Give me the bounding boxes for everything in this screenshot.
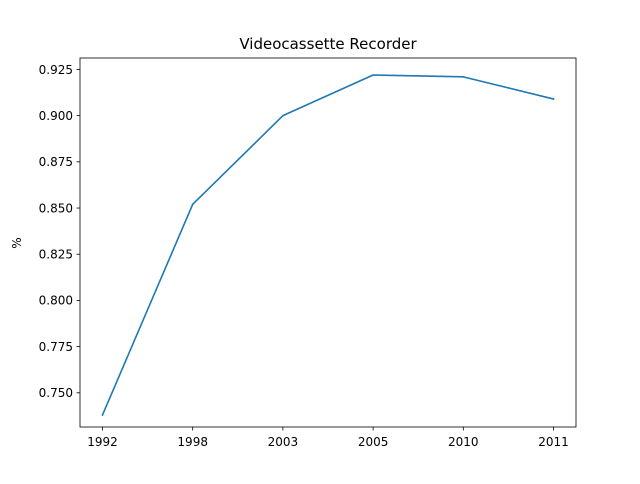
y-tick-label: 0.925: [39, 63, 73, 77]
y-tick-label: 0.825: [39, 248, 73, 262]
x-tick-label: 2005: [358, 435, 389, 449]
data-point: [372, 74, 374, 76]
data-point: [462, 76, 465, 78]
data-point: [191, 203, 194, 206]
x-tick-label: 1992: [87, 435, 118, 449]
y-tick-label: 0.800: [39, 294, 73, 308]
y-tick-label: 0.875: [39, 155, 73, 169]
plot-frame: [79, 57, 577, 428]
x-tick-label: 1998: [177, 435, 208, 449]
y-tick-label: 0.750: [39, 386, 73, 400]
data-point: [282, 114, 284, 117]
y-tick-label: 0.775: [39, 340, 73, 354]
chart-title: Videocassette Recorder: [239, 35, 417, 53]
y-axis-label: %: [10, 237, 24, 248]
axes: 1992 1998 2003 2005 2010 2011 0.750 0.775 0.800 0…: [39, 57, 577, 449]
data-point: [101, 414, 104, 416]
x-tick-label: 2010: [448, 435, 479, 449]
data-point: [552, 98, 555, 100]
y-tick-label: 0.850: [39, 201, 73, 215]
y-tick-label: 0.900: [39, 109, 73, 123]
series-line: [101, 74, 555, 417]
plot-area: [101, 74, 555, 417]
x-tick-label: 2011: [538, 435, 569, 449]
x-tick-label: 2003: [268, 435, 299, 449]
